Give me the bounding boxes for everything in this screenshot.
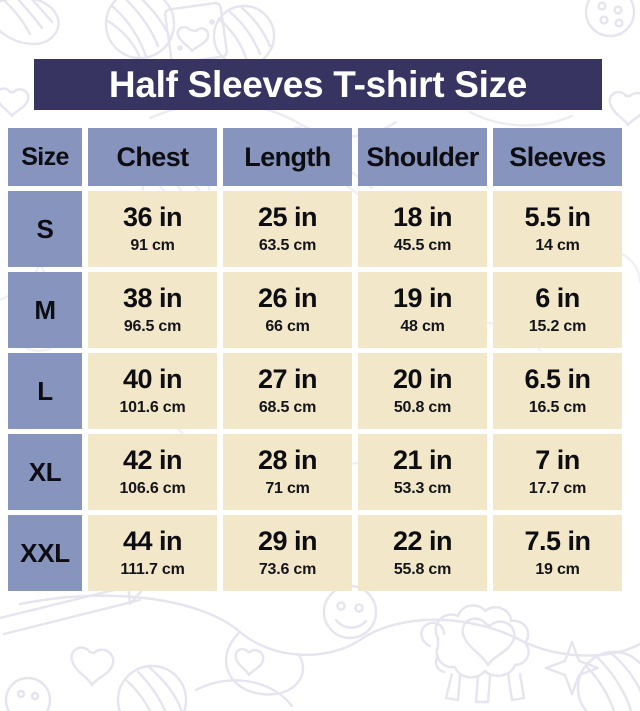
sleeves-cell: 7.5 in 19 cm bbox=[493, 515, 622, 591]
size-cell: L bbox=[8, 353, 82, 429]
size-cell: XL bbox=[8, 434, 82, 510]
value-centimeters: 101.6 cm bbox=[119, 399, 186, 416]
chest-cell: 36 in 91 cm bbox=[88, 191, 217, 267]
value-inches: 26 in bbox=[257, 283, 318, 313]
value-centimeters: 53.3 cm bbox=[393, 480, 452, 497]
sleeves-cell: 7 in 17.7 cm bbox=[493, 434, 622, 510]
column-header-label: Length bbox=[244, 141, 331, 172]
size-chart-table: Size Chest Length Shoulder Sleeves S 36 … bbox=[8, 128, 632, 596]
value-centimeters: 96.5 cm bbox=[123, 318, 182, 335]
value-centimeters: 63.5 cm bbox=[258, 237, 317, 254]
table-header-row: Size Chest Length Shoulder Sleeves bbox=[8, 128, 632, 186]
shoulder-cell: 19 in 48 cm bbox=[358, 272, 487, 348]
column-header-chest: Chest bbox=[88, 128, 217, 186]
value-inches: 7.5 in bbox=[524, 526, 591, 556]
value-centimeters: 71 cm bbox=[265, 480, 310, 497]
value-inches: 5.5 in bbox=[524, 202, 591, 232]
value-centimeters: 50.8 cm bbox=[393, 399, 452, 416]
chest-cell: 40 in 101.6 cm bbox=[88, 353, 217, 429]
column-header-shoulder: Shoulder bbox=[358, 128, 487, 186]
size-label: XL bbox=[28, 457, 62, 487]
size-label: XXL bbox=[20, 538, 70, 568]
size-cell: M bbox=[8, 272, 82, 348]
value-centimeters: 16.5 cm bbox=[528, 399, 587, 416]
column-header-label: Size bbox=[21, 142, 69, 171]
page-title: Half Sleeves T-shirt Size bbox=[108, 64, 528, 105]
length-cell: 27 in 68.5 cm bbox=[223, 353, 352, 429]
value-centimeters: 106.6 cm bbox=[119, 480, 186, 497]
value-inches: 29 in bbox=[257, 526, 318, 556]
chest-cell: 38 in 96.5 cm bbox=[88, 272, 217, 348]
value-inches: 42 in bbox=[122, 445, 183, 475]
value-inches: 28 in bbox=[257, 445, 318, 475]
value-inches: 18 in bbox=[392, 202, 453, 232]
size-label: L bbox=[37, 376, 53, 406]
column-header-sleeves: Sleeves bbox=[493, 128, 622, 186]
sleeves-cell: 6 in 15.2 cm bbox=[493, 272, 622, 348]
chest-cell: 44 in 111.7 cm bbox=[88, 515, 217, 591]
value-inches: 19 in bbox=[392, 283, 453, 313]
size-cell: XXL bbox=[8, 515, 82, 591]
value-inches: 25 in bbox=[257, 202, 318, 232]
value-centimeters: 19 cm bbox=[535, 561, 580, 578]
table-row: M 38 in 96.5 cm 26 in 66 cm 19 in 48 cm … bbox=[8, 272, 632, 348]
length-cell: 26 in 66 cm bbox=[223, 272, 352, 348]
size-label: M bbox=[34, 295, 56, 325]
value-inches: 7 in bbox=[535, 445, 580, 475]
length-cell: 28 in 71 cm bbox=[223, 434, 352, 510]
value-inches: 20 in bbox=[392, 364, 453, 394]
table-row: XL 42 in 106.6 cm 28 in 71 cm 21 in 53.3… bbox=[8, 434, 632, 510]
value-centimeters: 91 cm bbox=[130, 237, 175, 254]
value-inches: 36 in bbox=[122, 202, 183, 232]
value-inches: 21 in bbox=[392, 445, 453, 475]
length-cell: 25 in 63.5 cm bbox=[223, 191, 352, 267]
shoulder-cell: 21 in 53.3 cm bbox=[358, 434, 487, 510]
title-banner: Half Sleeves T-shirt Size bbox=[34, 59, 602, 110]
value-inches: 27 in bbox=[257, 364, 318, 394]
value-centimeters: 48 cm bbox=[400, 318, 445, 335]
value-inches: 40 in bbox=[122, 364, 183, 394]
length-cell: 29 in 73.6 cm bbox=[223, 515, 352, 591]
value-inches: 6 in bbox=[535, 283, 580, 313]
table-row: L 40 in 101.6 cm 27 in 68.5 cm 20 in 50.… bbox=[8, 353, 632, 429]
value-inches: 6.5 in bbox=[524, 364, 591, 394]
size-cell: S bbox=[8, 191, 82, 267]
value-inches: 38 in bbox=[122, 283, 183, 313]
value-centimeters: 45.5 cm bbox=[393, 237, 452, 254]
value-centimeters: 15.2 cm bbox=[528, 318, 587, 335]
value-centimeters: 111.7 cm bbox=[120, 561, 185, 578]
shoulder-cell: 20 in 50.8 cm bbox=[358, 353, 487, 429]
value-centimeters: 14 cm bbox=[535, 237, 580, 254]
shoulder-cell: 18 in 45.5 cm bbox=[358, 191, 487, 267]
column-header-label: Sleeves bbox=[509, 141, 606, 172]
column-header-label: Shoulder bbox=[366, 141, 479, 172]
value-centimeters: 17.7 cm bbox=[528, 480, 587, 497]
sleeves-cell: 5.5 in 14 cm bbox=[493, 191, 622, 267]
value-inches: 22 in bbox=[392, 526, 453, 556]
shoulder-cell: 22 in 55.8 cm bbox=[358, 515, 487, 591]
value-centimeters: 73.6 cm bbox=[258, 561, 317, 578]
value-centimeters: 68.5 cm bbox=[258, 399, 317, 416]
value-centimeters: 66 cm bbox=[265, 318, 310, 335]
column-header-size: Size bbox=[8, 128, 82, 186]
table-row: XXL 44 in 111.7 cm 29 in 73.6 cm 22 in 5… bbox=[8, 515, 632, 591]
column-header-length: Length bbox=[223, 128, 352, 186]
sleeves-cell: 6.5 in 16.5 cm bbox=[493, 353, 622, 429]
value-inches: 44 in bbox=[122, 526, 183, 556]
value-centimeters: 55.8 cm bbox=[393, 561, 452, 578]
size-label: S bbox=[36, 214, 54, 244]
chest-cell: 42 in 106.6 cm bbox=[88, 434, 217, 510]
column-header-label: Chest bbox=[116, 141, 189, 172]
table-row: S 36 in 91 cm 25 in 63.5 cm 18 in 45.5 c… bbox=[8, 191, 632, 267]
